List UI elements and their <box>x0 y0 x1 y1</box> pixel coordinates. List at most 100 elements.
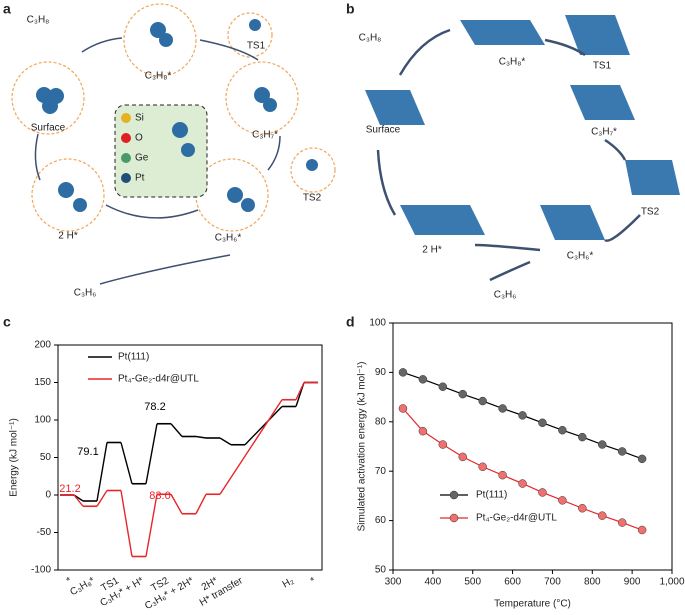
connector <box>120 442 133 484</box>
x-tick-label: 800 <box>584 577 601 588</box>
cycle-b-slabs <box>365 15 680 240</box>
data-point <box>637 454 647 464</box>
y-tick-label: 50 <box>40 452 52 463</box>
y-tick-label: 80 <box>375 416 387 427</box>
data-point <box>598 440 607 449</box>
connector <box>170 493 183 515</box>
cycle-b-arrows <box>376 28 641 282</box>
data-point <box>418 426 428 436</box>
step-label: C₃H₆* <box>215 233 242 244</box>
connector <box>145 423 158 484</box>
cycle-a-atoms <box>36 19 318 212</box>
data-point <box>398 368 408 377</box>
data-point <box>438 382 448 391</box>
data-point <box>538 418 547 428</box>
y-tick-label: 60 <box>375 515 387 526</box>
connector <box>219 399 283 495</box>
barrier-label: 78.2 <box>144 401 165 413</box>
barrier-label: 83.0 <box>149 490 170 502</box>
legend-marker <box>449 490 459 500</box>
y-tick-label: 90 <box>375 367 387 378</box>
step-label: TS1 <box>247 41 266 52</box>
step-label: C₃H₈* <box>499 57 526 68</box>
plot-frame <box>392 322 673 571</box>
y-tick-label: 100 <box>369 318 386 329</box>
cycle-a-arrows <box>34 37 281 285</box>
connector <box>96 490 108 507</box>
connector <box>145 494 158 557</box>
panel-letter: d <box>346 314 355 330</box>
barrier-label: 79.1 <box>77 446 98 458</box>
data-point <box>578 432 587 442</box>
connector <box>244 406 283 446</box>
step-label: C₃H₆ <box>494 290 517 301</box>
step-label: C₃H₆ <box>74 288 97 299</box>
x-tick-label: * <box>309 575 318 587</box>
data-point <box>637 525 647 535</box>
data-point <box>538 488 547 497</box>
y-tick-label: -50 <box>37 527 52 538</box>
connector <box>219 437 232 446</box>
data-point <box>617 518 627 527</box>
data-point <box>478 462 487 472</box>
panel-letter: b <box>346 1 355 17</box>
element-dots <box>121 113 195 183</box>
y-axis-label: Simulated activation energy (kJ mol⁻¹) <box>357 362 368 532</box>
legend-label: Pt <box>135 173 145 184</box>
x-tick-label: C₃H₆* + 2H* <box>143 575 196 612</box>
step-label: TS2 <box>641 207 660 218</box>
step-label: Surface <box>31 123 66 134</box>
connector <box>195 435 207 439</box>
x-tick-label: 600 <box>504 577 521 588</box>
x-tick-label: 300 <box>385 577 402 588</box>
connector <box>73 494 84 507</box>
step-label: C₃H₇* <box>252 130 278 141</box>
legend-label: Pt(111) <box>476 490 507 501</box>
data-point <box>398 404 408 413</box>
y-tick-label: 50 <box>375 565 387 576</box>
connector <box>120 490 133 557</box>
connector <box>195 493 207 515</box>
x-tick-label: 400 <box>425 577 442 588</box>
step-label: C₃H₈ <box>27 15 50 26</box>
data-point <box>518 479 527 488</box>
legend-label: Pt₄-Ge₂-d4r@UTL <box>476 513 557 524</box>
step-label: TS1 <box>593 61 612 72</box>
data-point <box>458 389 467 399</box>
legend-label: Si <box>135 113 144 124</box>
data-point <box>498 470 507 480</box>
connector <box>295 382 305 401</box>
data-point <box>617 447 627 456</box>
panel-letter: c <box>3 314 11 330</box>
step-label: C₃H₈ <box>359 33 382 44</box>
y-axis-label: Energy (kJ mol⁻¹) <box>9 418 20 497</box>
step-label: 2 H* <box>422 245 442 256</box>
legend-label: Ge <box>135 153 149 164</box>
x-tick-label: 1,000 <box>659 577 684 588</box>
y-tick-label: 100 <box>34 415 51 426</box>
data-point <box>558 425 567 435</box>
legend-label: Pt(111) <box>118 352 149 363</box>
x-tick-label: H₂ <box>281 575 296 590</box>
data-point <box>498 404 507 413</box>
legend-label: Pt₄-Ge₂-d4r@UTL <box>118 374 199 385</box>
step-label: C₃H₆* <box>567 251 594 262</box>
data-point <box>558 496 567 505</box>
data-point <box>418 375 428 384</box>
connector <box>96 442 108 502</box>
step-label: C₃H₈* <box>145 71 172 82</box>
data-point <box>478 396 487 406</box>
x-tick-label: 900 <box>624 577 641 588</box>
x-tick-label: C₃H₈* <box>68 575 97 598</box>
connector <box>170 423 183 437</box>
step-label: 2 H* <box>58 231 78 242</box>
step-label: Surface <box>366 125 401 136</box>
data-point <box>598 511 607 520</box>
x-tick-label: 500 <box>464 577 481 588</box>
x-tick-label: 700 <box>544 577 561 588</box>
y-tick-label: 0 <box>45 490 51 501</box>
data-point <box>458 452 467 462</box>
data-point <box>438 440 448 449</box>
step-label: TS2 <box>303 193 322 204</box>
